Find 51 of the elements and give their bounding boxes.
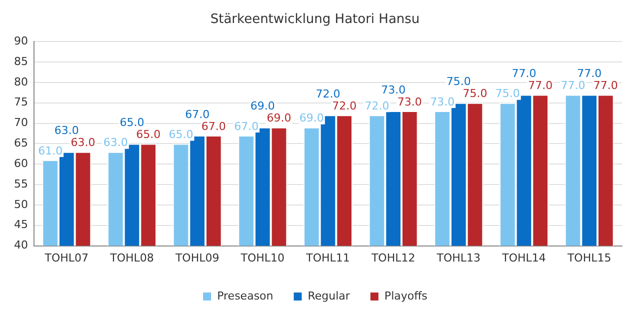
x-tick-label: TOHL11 — [305, 251, 350, 264]
x-tick-label: TOHL15 — [566, 251, 612, 264]
data-label: 69.0 — [250, 100, 275, 113]
x-tick-label: TOHL13 — [436, 251, 481, 264]
legend-label: Preseason — [217, 289, 274, 302]
data-label: 72.0 — [332, 99, 357, 112]
y-tick-label: 65 — [14, 136, 28, 150]
y-tick-label: 50 — [14, 198, 28, 211]
data-label: 72.0 — [316, 87, 340, 100]
x-tick-label: TOHL12 — [370, 251, 416, 264]
data-label: 67.0 — [201, 120, 226, 133]
data-label: 65.0 — [168, 128, 194, 142]
data-label: 65.0 — [136, 128, 161, 142]
data-label: 77.0 — [528, 79, 553, 92]
data-label: 75.0 — [446, 75, 471, 88]
legend-label: Playoffs — [384, 289, 428, 302]
data-label: 72.0 — [364, 99, 390, 112]
chart-title: Stärkeentwicklung Hatori Hansu — [210, 12, 420, 28]
data-label: 63.0 — [54, 124, 79, 138]
data-label: 63.0 — [103, 136, 128, 150]
data-label: 77.0 — [593, 79, 618, 92]
legend-label: Regular — [308, 289, 350, 302]
x-tick-label: TOHL08 — [109, 251, 154, 264]
data-label: 73.0 — [430, 95, 455, 108]
x-tick-label: TOHL09 — [174, 251, 220, 264]
y-tick-label: 75 — [14, 96, 28, 109]
y-tick-label: 55 — [14, 177, 28, 190]
data-label: 73.0 — [397, 95, 422, 108]
y-tick-label: 80 — [14, 75, 28, 88]
data-label: 65.0 — [120, 116, 144, 130]
x-tick-label: TOHL07 — [44, 251, 89, 264]
data-label: 67.0 — [185, 108, 210, 121]
x-tick-label: TOHL14 — [501, 251, 546, 264]
data-label: 61.0 — [38, 144, 63, 158]
data-label: 73.0 — [381, 83, 406, 96]
data-label: 69.0 — [266, 112, 292, 125]
y-tick-label: 85 — [14, 54, 28, 68]
data-label: 67.0 — [234, 120, 259, 133]
y-tick-label: 45 — [14, 218, 28, 232]
data-label: 69.0 — [299, 112, 324, 125]
data-label: 75.0 — [462, 87, 488, 100]
y-tick-label: 40 — [14, 238, 28, 252]
data-label: 77.0 — [560, 79, 586, 92]
x-tick-label: TOHL10 — [240, 251, 285, 264]
data-label: 77.0 — [577, 67, 602, 80]
y-tick-label: 90 — [14, 34, 28, 48]
data-label: 63.0 — [70, 136, 96, 150]
data-label: 77.0 — [512, 67, 536, 80]
y-tick-label: 60 — [14, 156, 28, 170]
data-label: 75.0 — [495, 87, 520, 100]
y-tick-label: 70 — [14, 116, 28, 130]
